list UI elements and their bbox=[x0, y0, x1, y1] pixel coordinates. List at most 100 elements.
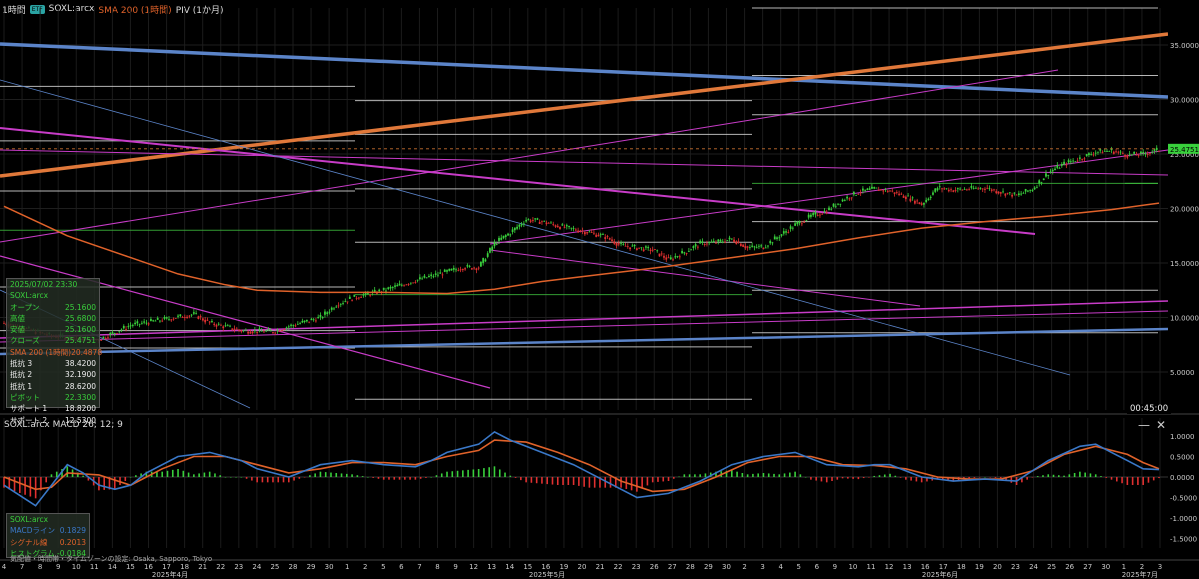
trend-line bbox=[0, 327, 1169, 356]
macd-histogram-bar bbox=[135, 475, 137, 477]
macd-histogram-bar bbox=[45, 477, 47, 483]
macd-histogram-bar bbox=[1068, 474, 1071, 477]
day-label: 25 bbox=[270, 563, 279, 571]
candle bbox=[260, 330, 263, 332]
candle bbox=[500, 237, 503, 240]
etf-badge: ETF bbox=[29, 4, 45, 14]
macd-histogram-bar bbox=[377, 477, 380, 479]
interval-label[interactable]: 1時間 bbox=[2, 5, 26, 16]
candle bbox=[276, 329, 279, 331]
candle bbox=[1072, 160, 1075, 162]
candle bbox=[181, 317, 184, 318]
macd-histogram-bar bbox=[841, 477, 844, 479]
macd-histogram-bar bbox=[214, 473, 216, 477]
candle bbox=[1004, 193, 1007, 196]
macd-histogram-bar bbox=[910, 477, 912, 481]
candle bbox=[1040, 181, 1043, 183]
candle bbox=[287, 326, 290, 328]
macd-histogram-bar bbox=[272, 477, 274, 483]
macd-histogram-bar bbox=[978, 477, 981, 478]
candle bbox=[724, 241, 726, 243]
candle bbox=[509, 234, 512, 236]
macd-histogram-bar bbox=[583, 477, 585, 487]
candle bbox=[1058, 167, 1061, 169]
macd-histogram-bar bbox=[404, 477, 406, 480]
candle bbox=[647, 247, 650, 249]
candle bbox=[798, 221, 801, 224]
candle bbox=[805, 220, 808, 221]
candle bbox=[247, 331, 250, 334]
candle bbox=[1153, 149, 1156, 151]
candle bbox=[421, 278, 424, 280]
candle bbox=[848, 198, 851, 200]
macd-histogram-bar bbox=[409, 477, 411, 480]
macd-histogram-bar bbox=[419, 477, 422, 479]
candle bbox=[274, 332, 277, 334]
macd-histogram-bar bbox=[398, 477, 401, 480]
macd-histogram-bar bbox=[651, 477, 654, 483]
candle bbox=[629, 247, 631, 250]
candle bbox=[620, 243, 622, 244]
close-button[interactable]: ✕ bbox=[1155, 418, 1167, 432]
macd-histogram-bar bbox=[889, 473, 891, 477]
candle bbox=[950, 189, 952, 191]
candle bbox=[281, 330, 283, 331]
candle bbox=[195, 313, 198, 314]
macd-histogram-bar bbox=[920, 477, 923, 483]
candle bbox=[1126, 155, 1129, 158]
sma-200-line bbox=[3, 202, 1160, 295]
macd-histogram-bar bbox=[1031, 477, 1034, 478]
candle bbox=[1088, 153, 1090, 155]
candle bbox=[498, 237, 500, 241]
candle bbox=[997, 191, 1000, 194]
candle bbox=[199, 316, 202, 318]
candle bbox=[970, 186, 973, 188]
candle bbox=[409, 282, 412, 284]
candle bbox=[1106, 151, 1108, 152]
candle bbox=[455, 269, 457, 271]
candle bbox=[649, 249, 652, 251]
sma-legend[interactable]: SMA 200 (1時間) bbox=[98, 5, 172, 16]
macd-histogram-bar bbox=[1063, 475, 1065, 477]
candle bbox=[1119, 151, 1122, 153]
candle bbox=[859, 192, 862, 194]
candle bbox=[1137, 154, 1140, 156]
candle bbox=[400, 284, 403, 286]
day-label: 4 bbox=[778, 563, 783, 571]
symbol-label[interactable]: SOXL:arcx bbox=[48, 4, 95, 14]
macd-histogram-bar bbox=[1026, 477, 1028, 480]
candle bbox=[728, 237, 731, 240]
day-label: 8 bbox=[435, 563, 439, 571]
macd-histogram-bar bbox=[498, 469, 501, 477]
candle bbox=[116, 333, 118, 334]
minimize-button[interactable]: — bbox=[1138, 418, 1150, 432]
candle bbox=[828, 207, 830, 211]
candle bbox=[1069, 161, 1072, 163]
candle bbox=[125, 328, 127, 330]
macd-histogram-bar bbox=[520, 477, 522, 481]
candle bbox=[1099, 149, 1102, 151]
candle bbox=[177, 315, 179, 317]
candle bbox=[491, 246, 494, 251]
candle bbox=[344, 301, 347, 303]
macd-histogram-bar bbox=[177, 469, 179, 477]
candle bbox=[1060, 163, 1063, 166]
candle bbox=[902, 195, 905, 198]
candle bbox=[1067, 160, 1070, 163]
info-row-value: 12.5300 bbox=[64, 415, 96, 425]
macd-histogram-bar bbox=[1105, 477, 1108, 478]
candle bbox=[215, 324, 218, 327]
candle bbox=[403, 285, 405, 287]
macd-histogram-bar bbox=[145, 471, 148, 477]
candle bbox=[525, 219, 528, 222]
candle bbox=[574, 229, 577, 231]
candle bbox=[150, 318, 152, 321]
macd-histogram-bar bbox=[414, 477, 417, 480]
day-label: 26 bbox=[1065, 563, 1074, 571]
candle bbox=[952, 190, 955, 192]
candle bbox=[737, 241, 740, 243]
info-row-label: 安値 bbox=[10, 325, 25, 335]
macd-histogram-bar bbox=[699, 474, 701, 477]
piv-legend[interactable]: PIV (1か月) bbox=[175, 5, 224, 16]
